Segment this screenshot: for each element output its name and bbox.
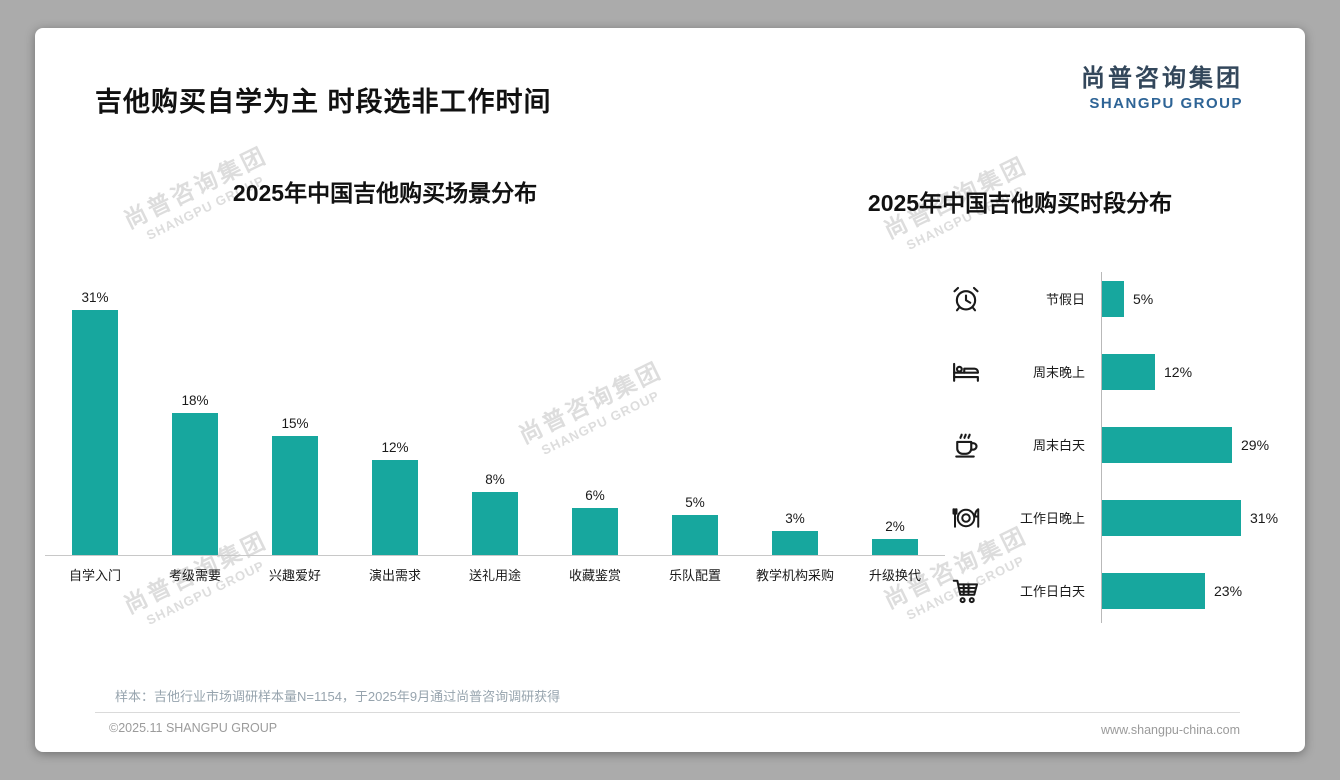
bar-category-label: 送礼用途 (468, 568, 521, 583)
bed-icon (951, 357, 985, 387)
scene-chart: 31% 18% 15% 12% 8% 6% 5% 3% 2% 自学入门 考级需要 兴趣爱好 演出需求 送… (45, 290, 945, 584)
bar-track: 12% (1101, 353, 1193, 390)
bar (572, 508, 618, 555)
bar-value-label: 3% (785, 511, 805, 526)
bar (1101, 353, 1155, 390)
sample-note: 样本：吉他行业市场调研样本量N=1154，于2025年9月通过尚普咨询调研获得 (115, 689, 561, 704)
bar-track: 23% (1101, 572, 1243, 609)
bar-track: 29% (1101, 426, 1270, 463)
bar-value-label: 5% (685, 495, 705, 510)
bar-value-label: 29% (1241, 436, 1270, 453)
slide: 尚普咨询集团 SHANGPU GROUP 尚普咨询集团 SHANGPU GROU… (35, 28, 1305, 752)
bar (272, 436, 318, 555)
bar-value-label: 12% (381, 440, 409, 455)
bar-category-label: 收藏鉴赏 (568, 568, 621, 583)
bar-category-label: 考级需要 (168, 568, 221, 583)
logo-text-en: SHANGPU GROUP (1089, 95, 1243, 112)
bar-column: 5% (645, 495, 745, 555)
alarm-clock-icon (951, 284, 985, 314)
coffee-cup-icon (951, 430, 985, 460)
bar-row: 周末白天 29% (925, 408, 1305, 481)
bar-category-label: 节假日 (1045, 292, 1085, 307)
time-chart-title: 2025年中国吉他购买时段分布 (867, 190, 1173, 216)
bar-value-label: 5% (1133, 290, 1154, 307)
bar (1101, 499, 1241, 536)
footer-divider (95, 712, 1240, 713)
time-chart: 节假日 5% 周末晚上 12% 周末白天 29% 工作日晚上 31% 工作日白天 23% (925, 262, 1305, 627)
footer-website: www.shangpu-china.com (1101, 723, 1240, 737)
bar-column: 8% (445, 472, 545, 555)
dining-plate-icon (951, 503, 985, 533)
bar-column: 18% (145, 393, 245, 555)
bar-category-label: 自学入门 (68, 568, 121, 583)
bar-category-label: 工作日白天 (1019, 584, 1085, 599)
page-title: 吉他购买自学为主 时段选非工作时间 (95, 87, 552, 117)
bar-value-label: 2% (885, 519, 905, 534)
bar-value-label: 31% (81, 290, 109, 305)
bar-row: 节假日 5% (925, 262, 1305, 335)
bar (1101, 572, 1205, 609)
bar-column: 6% (545, 488, 645, 555)
shopping-cart-icon (951, 576, 985, 606)
bar-value-label: 15% (281, 416, 309, 431)
bar-value-label: 12% (1164, 363, 1193, 380)
bar-category-label: 兴趣爱好 (268, 568, 321, 583)
bar (72, 310, 118, 555)
bar-track: 31% (1101, 499, 1279, 536)
scene-chart-title: 2025年中国吉他购买场景分布 (232, 180, 538, 206)
bar-category-label: 周末晚上 (1032, 365, 1085, 380)
bar-category-label: 乐队配置 (668, 568, 721, 583)
bar (672, 515, 718, 555)
bar (472, 492, 518, 555)
bar-value-label: 23% (1214, 582, 1243, 599)
scene-chart-category-row: 自学入门 考级需要 兴趣爱好 演出需求 送礼用途 收藏鉴赏 乐队配置 教学机构采购 升级换代 (45, 556, 945, 584)
bar (172, 413, 218, 555)
bar (1101, 280, 1124, 317)
bar (372, 460, 418, 555)
scene-chart-plot: 31% 18% 15% 12% 8% 6% 5% 3% 2% (45, 290, 945, 556)
bar-category-label: 升级换代 (868, 568, 921, 583)
bar-track: 5% (1101, 280, 1154, 317)
bar-row: 工作日晚上 31% (925, 481, 1305, 554)
bar-column: 15% (245, 416, 345, 555)
bar-category-label: 工作日晚上 (1019, 511, 1085, 526)
bar-column: 31% (45, 290, 145, 555)
logo-text-cn: 尚普咨询集团 (1081, 65, 1243, 92)
bar-column: 3% (745, 511, 845, 555)
bar-column: 12% (345, 440, 445, 555)
bar (872, 539, 918, 555)
bar-category-label: 周末白天 (1032, 438, 1085, 453)
bar-column: 2% (845, 519, 945, 555)
company-logo: 尚普咨询集团 SHANGPU GROUP (1081, 58, 1243, 112)
bar-value-label: 31% (1250, 509, 1279, 526)
bar (772, 531, 818, 555)
footer-copyright: ©2025.11 SHANGPU GROUP (109, 721, 278, 735)
bar-category-label: 教学机构采购 (755, 568, 834, 583)
time-chart-rows: 节假日 5% 周末晚上 12% 周末白天 29% 工作日晚上 31% 工作日白天 23% (925, 262, 1305, 627)
time-chart-axis-line (1101, 272, 1102, 623)
bar-value-label: 18% (181, 393, 209, 408)
bar-value-label: 6% (585, 488, 605, 503)
bar-value-label: 8% (485, 472, 505, 487)
bar-row: 工作日白天 23% (925, 554, 1305, 627)
bar-category-label: 演出需求 (368, 568, 421, 583)
bar-row: 周末晚上 12% (925, 335, 1305, 408)
bar (1101, 426, 1232, 463)
